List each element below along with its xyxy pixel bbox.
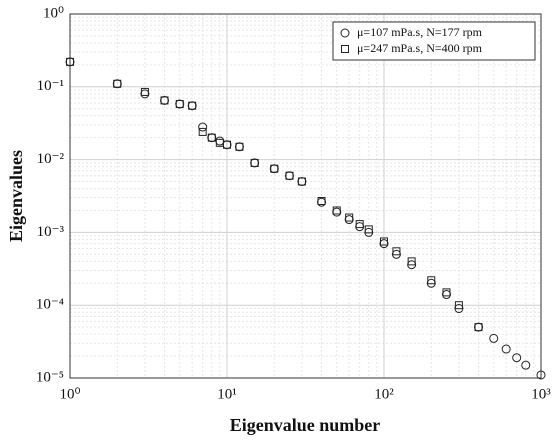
point — [198, 122, 208, 132]
y-axis-label: Eigenvalues — [6, 150, 26, 242]
point — [512, 353, 522, 363]
y-tick-label: 10⁻¹ — [37, 78, 64, 94]
point — [380, 237, 388, 246]
point — [285, 171, 294, 180]
point — [521, 360, 531, 370]
point — [250, 158, 259, 167]
point — [489, 333, 499, 343]
point — [113, 79, 122, 88]
legend-box — [332, 21, 536, 61]
legend-label: μ=247 mPa.s, N=400 rpm — [357, 41, 483, 55]
point — [175, 100, 184, 109]
point — [270, 164, 279, 173]
point — [364, 225, 373, 234]
point — [427, 276, 436, 285]
point — [332, 206, 341, 215]
point — [392, 247, 401, 256]
point — [536, 370, 546, 380]
y-tick-label: 10⁰ — [43, 5, 64, 21]
point — [407, 257, 416, 266]
point — [474, 323, 483, 332]
point — [341, 45, 349, 53]
point — [198, 127, 207, 136]
point — [223, 140, 231, 149]
y-tick-label: 10⁻² — [37, 151, 65, 167]
point — [442, 288, 451, 297]
point — [345, 213, 354, 222]
point — [454, 301, 463, 310]
point — [235, 142, 244, 151]
point — [140, 87, 149, 96]
y-tick-label: 10⁻⁵ — [36, 369, 64, 385]
point — [188, 101, 197, 110]
x-tick-label: 10⁰ — [59, 386, 80, 402]
point — [160, 96, 169, 105]
x-axis-label: Eigenvalue number — [230, 415, 381, 435]
point — [340, 28, 350, 38]
point — [501, 344, 511, 354]
x-tick-label: 10³ — [531, 386, 551, 402]
y-tick-label: 10⁻⁴ — [36, 297, 64, 313]
legend-label: μ=107 mPa.s, N=177 rpm — [357, 25, 483, 39]
point — [355, 220, 364, 229]
point — [207, 133, 216, 142]
plot-frame — [69, 13, 542, 379]
point — [317, 196, 326, 205]
x-tick-label: 10¹ — [217, 386, 237, 402]
y-tick-label: 10⁻³ — [37, 224, 65, 240]
x-tick-label: 10² — [374, 386, 394, 402]
point — [66, 57, 74, 66]
point — [297, 177, 306, 186]
